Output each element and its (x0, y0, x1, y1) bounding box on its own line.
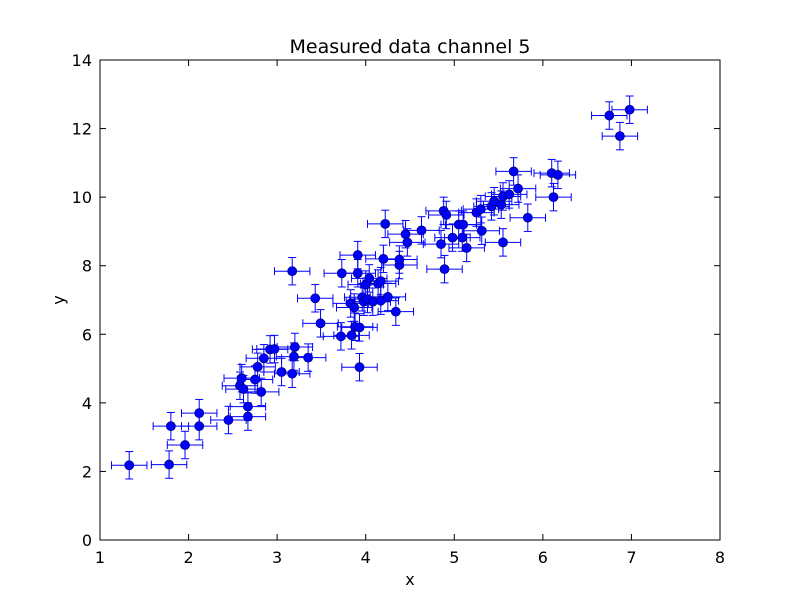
data-point (165, 421, 176, 432)
data-point (553, 169, 563, 180)
data-point (624, 104, 635, 115)
x-axis-label: x (405, 570, 414, 589)
data-point (287, 266, 298, 277)
data-point (194, 421, 205, 432)
data-point (447, 232, 458, 243)
data-point (303, 352, 314, 363)
x-tick-label: 7 (626, 548, 636, 567)
data-point (287, 368, 298, 379)
data-point (354, 362, 365, 373)
x-tick-label: 5 (449, 548, 459, 567)
data-point (390, 306, 401, 317)
data-point (315, 318, 326, 329)
data-point (223, 415, 234, 425)
data-point (504, 189, 515, 200)
data-point (498, 237, 508, 248)
y-axis-label: y (49, 295, 68, 304)
x-tick-label: 8 (715, 548, 725, 567)
data-point (508, 166, 519, 177)
data-point (352, 250, 363, 260)
data-point (475, 204, 486, 215)
data-point (394, 254, 405, 265)
y-tick-label: 4 (82, 394, 92, 413)
data-point (461, 242, 472, 253)
y-tick-label: 14 (72, 51, 92, 70)
data-point (436, 239, 446, 250)
data-point (375, 276, 386, 287)
data-point (378, 253, 389, 264)
data-point (402, 237, 413, 248)
y-tick-label: 6 (82, 325, 92, 344)
data-point (476, 225, 487, 236)
data-point (457, 232, 468, 243)
data-point (354, 322, 365, 333)
data-point (496, 199, 507, 210)
data-point (367, 296, 378, 307)
data-point (416, 225, 427, 236)
data-point (336, 268, 347, 279)
y-tick-label: 12 (72, 120, 92, 139)
data-point (252, 361, 263, 372)
data-point (548, 192, 559, 203)
plot-frame (99, 59, 721, 541)
data-point (236, 373, 247, 384)
data-point (346, 330, 357, 341)
data-point (439, 264, 450, 275)
data-point (243, 411, 253, 422)
data-point (194, 408, 205, 419)
data-point (180, 440, 190, 450)
data-point (349, 302, 360, 313)
data-point (441, 210, 452, 220)
data-point (615, 131, 625, 142)
data-point (522, 212, 533, 223)
data-point (513, 183, 523, 194)
data-point (310, 293, 321, 304)
data-point (458, 219, 469, 230)
data-point (256, 386, 267, 397)
x-tick-label: 3 (272, 548, 282, 567)
data-point (258, 353, 269, 364)
x-tick-label: 1 (95, 548, 105, 567)
data-point (400, 229, 411, 240)
data-point (276, 367, 287, 377)
data-point (289, 351, 299, 362)
data-points (124, 104, 635, 471)
data-point (243, 401, 253, 412)
x-tick-label: 4 (361, 548, 371, 567)
data-point (238, 384, 249, 395)
data-point (124, 460, 135, 471)
data-point (352, 268, 363, 279)
data-point (364, 273, 375, 284)
chart-title: Measured data channel 5 (290, 36, 531, 58)
data-point (164, 459, 174, 470)
data-point (250, 374, 260, 385)
data-point (269, 344, 280, 354)
y-tick-label: 10 (72, 188, 92, 207)
x-tick-label: 6 (538, 548, 548, 567)
data-point (382, 292, 393, 302)
y-tick-label: 0 (82, 531, 92, 550)
y-tick-label: 2 (82, 462, 92, 481)
data-point (604, 110, 615, 121)
data-point (289, 342, 300, 352)
y-tick-label: 8 (82, 257, 92, 276)
data-point (336, 331, 346, 342)
data-point (380, 218, 391, 229)
x-tick-label: 2 (183, 548, 193, 567)
